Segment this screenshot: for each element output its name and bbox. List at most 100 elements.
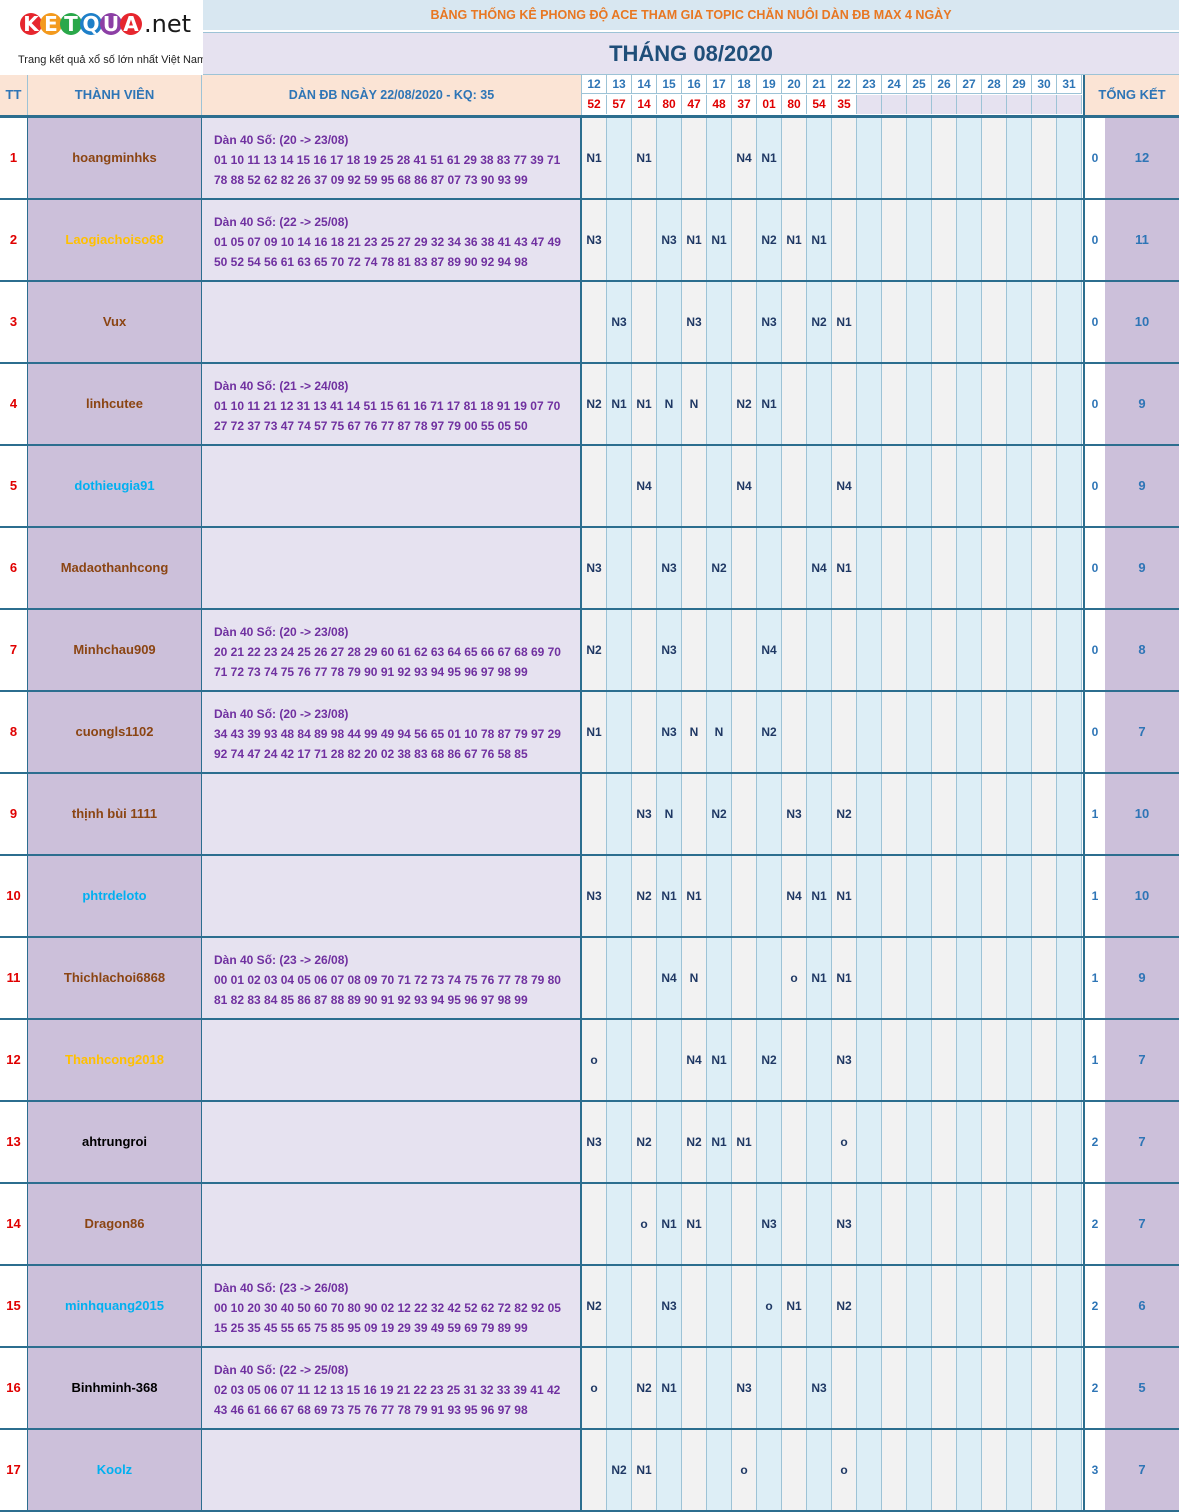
day-header: 31: [1057, 75, 1082, 94]
day-mark: [882, 200, 907, 280]
member-name[interactable]: Thichlachoi6868: [28, 938, 202, 1018]
dan-numbers: [214, 806, 580, 826]
day-result: 48: [707, 95, 732, 114]
day-mark: [1007, 528, 1032, 608]
day-mark: N: [682, 938, 707, 1018]
day-mark: [707, 1348, 732, 1428]
day-mark: N2: [732, 364, 757, 444]
day-mark: [907, 200, 932, 280]
day-mark: [632, 200, 657, 280]
member-name[interactable]: Koolz: [28, 1430, 202, 1510]
day-mark: [1057, 118, 1082, 198]
dan-numbers: [214, 498, 580, 518]
day-header: 27: [957, 75, 982, 94]
day-mark: [857, 774, 882, 854]
day-mark: [907, 1266, 932, 1346]
day-mark: [782, 1184, 807, 1264]
dan-cell: [202, 1184, 582, 1264]
day-mark: N1: [707, 200, 732, 280]
row-number: 6: [0, 528, 28, 608]
miss-count: 0: [1083, 118, 1105, 198]
member-name[interactable]: Madaothanhcong: [28, 528, 202, 608]
member-name[interactable]: Vux: [28, 282, 202, 362]
day-mark: N1: [757, 364, 782, 444]
member-name[interactable]: hoangminhks: [28, 118, 202, 198]
member-name[interactable]: thịnh bùi 1111: [28, 774, 202, 854]
day-mark: [632, 692, 657, 772]
member-name[interactable]: Dragon86: [28, 1184, 202, 1264]
day-mark: N1: [707, 1102, 732, 1182]
miss-count: 3: [1083, 1430, 1105, 1510]
miss-count: 1: [1083, 938, 1105, 1018]
day-mark: o: [782, 938, 807, 1018]
dan-numbers: [214, 1154, 580, 1174]
dan-cell: [202, 1102, 582, 1182]
day-mark: [932, 1266, 957, 1346]
day-mark: [932, 1020, 957, 1100]
miss-count: 2: [1083, 1102, 1105, 1182]
day-mark: [632, 282, 657, 362]
day-result: [1007, 95, 1032, 114]
table-row: 3 Vux N3 N3 N3 N2 N1 0 10: [0, 282, 1179, 364]
total-score: 11: [1105, 200, 1179, 280]
day-mark: [982, 446, 1007, 526]
day-mark: [757, 1348, 782, 1428]
day-mark: [857, 364, 882, 444]
day-mark: [932, 1348, 957, 1428]
day-mark: [882, 692, 907, 772]
day-mark: [732, 610, 757, 690]
dan-numbers: [214, 908, 580, 928]
member-name[interactable]: cuongls1102: [28, 692, 202, 772]
total-score: 9: [1105, 446, 1179, 526]
day-mark: [982, 528, 1007, 608]
row-number: 5: [0, 446, 28, 526]
day-mark: [982, 1020, 1007, 1100]
total-score: 9: [1105, 938, 1179, 1018]
member-name[interactable]: ahtrungroi: [28, 1102, 202, 1182]
member-name[interactable]: Binhminh-368: [28, 1348, 202, 1428]
member-name[interactable]: Thanhcong2018: [28, 1020, 202, 1100]
miss-count: 0: [1083, 446, 1105, 526]
member-name[interactable]: Minhchau909: [28, 610, 202, 690]
day-mark: N2: [807, 282, 832, 362]
day-mark: [1057, 610, 1082, 690]
day-mark: [1032, 1184, 1057, 1264]
day-mark: [582, 282, 607, 362]
ketqua-logo[interactable]: K E T Q U A .net Trang kết quả xổ số lớn…: [0, 0, 206, 76]
logo-letter: A: [120, 13, 142, 35]
day-mark: [957, 1102, 982, 1182]
day-mark: [907, 774, 932, 854]
day-mark: [1032, 200, 1057, 280]
day-mark: N4: [682, 1020, 707, 1100]
day-mark: [1007, 938, 1032, 1018]
day-mark: [707, 446, 732, 526]
day-mark: N4: [632, 446, 657, 526]
day-mark: N4: [757, 610, 782, 690]
day-mark: [957, 1184, 982, 1264]
day-mark: N3: [607, 282, 632, 362]
day-mark: [932, 364, 957, 444]
day-mark: o: [582, 1020, 607, 1100]
day-mark: N3: [832, 1184, 857, 1264]
day-mark: [607, 610, 632, 690]
day-mark: [832, 364, 857, 444]
day-mark: [1032, 774, 1057, 854]
day-mark: [932, 610, 957, 690]
day-mark: [1007, 446, 1032, 526]
table-row: 6 Madaothanhcong N3 N3 N2 N4 N1 0 9: [0, 528, 1179, 610]
member-name[interactable]: dothieugia91: [28, 446, 202, 526]
day-header: 30: [1032, 75, 1057, 94]
day-mark: [607, 1102, 632, 1182]
day-mark: [982, 118, 1007, 198]
member-name[interactable]: minhquang2015: [28, 1266, 202, 1346]
day-mark: N3: [732, 1348, 757, 1428]
day-mark: N: [707, 692, 732, 772]
member-name[interactable]: phtrdeloto: [28, 856, 202, 936]
miss-count: 2: [1083, 1184, 1105, 1264]
member-name[interactable]: Laogiachoiso68: [28, 200, 202, 280]
day-mark: [857, 1102, 882, 1182]
day-mark: [757, 446, 782, 526]
member-name[interactable]: linhcutee: [28, 364, 202, 444]
day-mark: [757, 856, 782, 936]
day-mark: [782, 1348, 807, 1428]
